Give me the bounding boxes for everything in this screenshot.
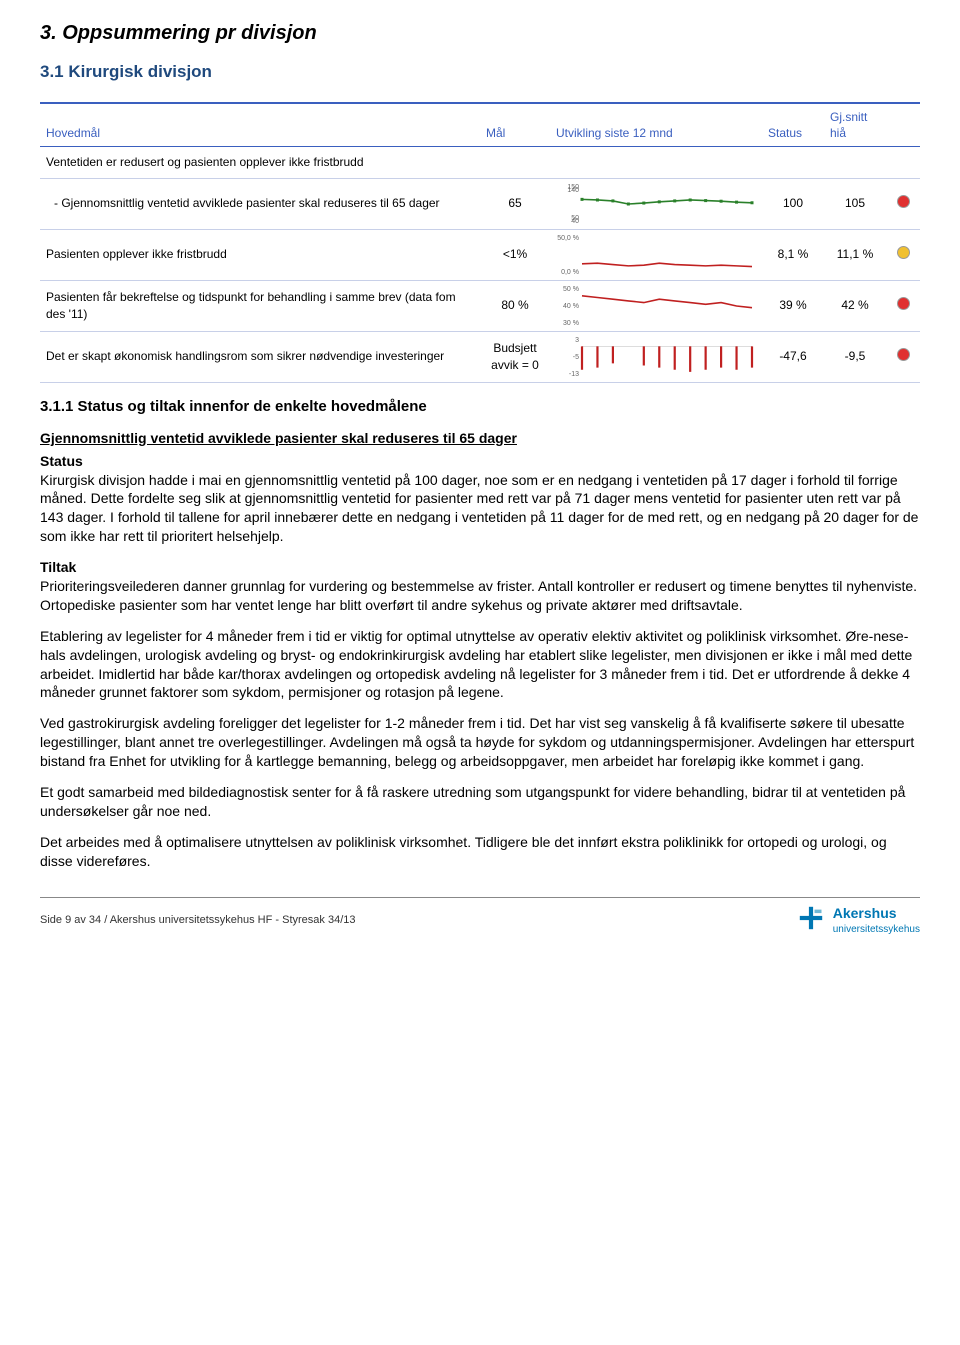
svg-text:50,0 %: 50,0 % xyxy=(557,235,579,242)
footer-left: Side 9 av 34 / Akershus universitetssyke… xyxy=(40,913,355,928)
logo-icon xyxy=(797,904,825,937)
svg-text:-5: -5 xyxy=(573,354,579,361)
col-maal: Mål xyxy=(480,103,550,147)
svg-text:40 %: 40 % xyxy=(563,303,579,310)
svg-text:3: 3 xyxy=(575,337,579,344)
status-label: Status xyxy=(40,453,83,469)
section-heading: 3. Oppsummering pr divisjon xyxy=(40,20,920,47)
logo-main-text: Akershus xyxy=(833,905,897,921)
row-maal: 80 % xyxy=(480,280,550,331)
subsection-311: 3.1.1 Status og tiltak innenfor de enkel… xyxy=(40,397,920,417)
col-indicator xyxy=(886,103,920,147)
row-gjsnitt: 42 % xyxy=(824,280,886,331)
status-paragraph: Kirurgisk divisjon hadde i mai en gjenno… xyxy=(40,472,918,545)
svg-text:-13: -13 xyxy=(569,371,579,377)
col-hovedmaal: Hovedmål xyxy=(40,103,480,147)
row-sparkline: -13 -5 3 xyxy=(550,331,762,382)
row-indicator xyxy=(886,280,920,331)
tiltak-p4: Et godt samarbeid med bildediagnostisk s… xyxy=(40,783,920,821)
row-sparkline: 0,0 % 50,0 % xyxy=(550,229,762,280)
tiltak-p1: Prioriteringsveilederen danner grunnlag … xyxy=(40,578,917,613)
tiltak-p5: Det arbeides med å optimalisere utnyttel… xyxy=(40,833,920,871)
row-gjsnitt: -9,5 xyxy=(824,331,886,382)
tiltak-p3: Ved gastrokirurgisk avdeling foreligger … xyxy=(40,714,920,771)
row-status: 8,1 % xyxy=(762,229,824,280)
subsection-heading: 3.1 Kirurgisk divisjon xyxy=(40,61,920,84)
row-status: 39 % xyxy=(762,280,824,331)
row-sparkline: 4050140150 xyxy=(550,178,762,229)
svg-text:30 %: 30 % xyxy=(563,320,579,326)
svg-text:0,0 %: 0,0 % xyxy=(561,269,579,275)
row-label: - Gjennomsnittlig ventetid avviklede pas… xyxy=(40,178,480,229)
svg-text:50: 50 xyxy=(571,214,579,221)
row-indicator xyxy=(886,331,920,382)
tiltak-label: Tiltak xyxy=(40,559,76,575)
row-label: Pasienten opplever ikke fristbrudd xyxy=(40,229,480,280)
footer-logo: Akershus universitetssykehus xyxy=(797,904,920,937)
svg-text:150: 150 xyxy=(567,184,579,191)
kpi-table: Hovedmål Mål Utvikling siste 12 mnd Stat… xyxy=(40,102,920,383)
kpi-subtitle: Gjennomsnittlig ventetid avviklede pasie… xyxy=(40,429,920,448)
row-indicator xyxy=(886,178,920,229)
row-label: Pasienten får bekreftelse og tidspunkt f… xyxy=(40,280,480,331)
col-utvikling: Utvikling siste 12 mnd xyxy=(550,103,762,147)
row-maal: Budsjett avvik = 0 xyxy=(480,331,550,382)
section-row: Ventetiden er redusert og pasienten oppl… xyxy=(40,147,920,178)
row-label: Det er skapt økonomisk handlingsrom som … xyxy=(40,331,480,382)
row-gjsnitt: 105 xyxy=(824,178,886,229)
svg-text:50 %: 50 % xyxy=(563,286,579,293)
row-maal: 65 xyxy=(480,178,550,229)
row-indicator xyxy=(886,229,920,280)
col-gjsnitt: Gj.snitt hiå xyxy=(824,103,886,147)
row-status: 100 xyxy=(762,178,824,229)
tiltak-p2: Etablering av legelister for 4 måneder f… xyxy=(40,627,920,703)
row-maal: <1% xyxy=(480,229,550,280)
col-status: Status xyxy=(762,103,824,147)
row-sparkline: 30 % 40 % 50 % xyxy=(550,280,762,331)
logo-sub-text: universitetssykehus xyxy=(833,923,920,937)
row-gjsnitt: 11,1 % xyxy=(824,229,886,280)
row-status: -47,6 xyxy=(762,331,824,382)
page-footer: Side 9 av 34 / Akershus universitetssyke… xyxy=(40,897,920,957)
